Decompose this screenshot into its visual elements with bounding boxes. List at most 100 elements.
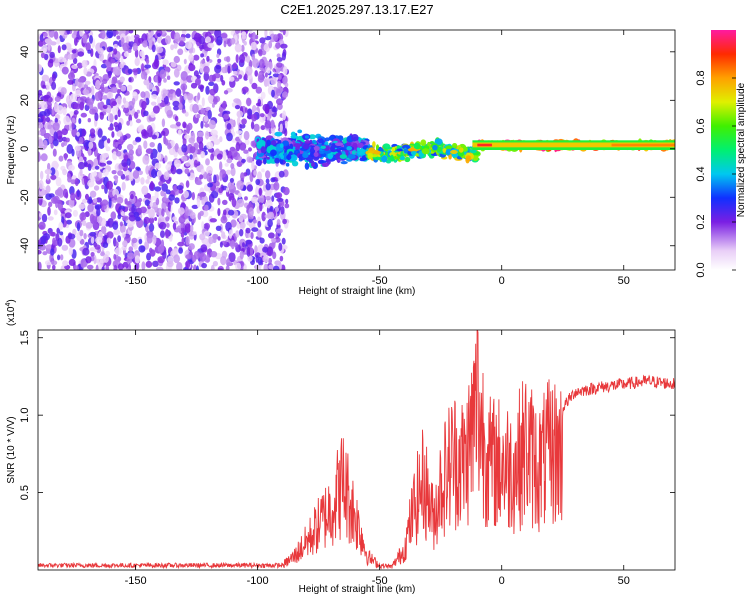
spectrogram-cell — [235, 54, 239, 64]
spectrogram-cell — [132, 169, 140, 179]
spectrogram-cell — [102, 254, 109, 263]
spectrogram-cell — [268, 264, 274, 270]
spectrogram-cell — [276, 53, 281, 58]
spectrogram-cell — [166, 75, 171, 80]
spectrogram-cell — [239, 213, 247, 220]
spectrogram-cell — [116, 196, 124, 204]
spectrogram-cell — [166, 260, 174, 268]
spectrogram-cell — [222, 199, 228, 205]
spectrogram-cell — [163, 78, 167, 83]
spectrogram-cell — [265, 196, 272, 201]
spectrogram-cell — [243, 149, 249, 154]
spectrogram-y-tick-label: -40 — [19, 238, 31, 254]
spectrogram-cell — [211, 103, 215, 108]
spectrogram-cell — [140, 177, 145, 185]
colorbar — [711, 30, 736, 270]
spectrogram-cell — [158, 180, 164, 187]
spectrogram-cell — [160, 130, 166, 136]
spectrogram-cell — [113, 253, 117, 260]
snr-series-line — [38, 330, 675, 570]
spectrogram-cell — [151, 134, 158, 140]
spectrogram-cell — [48, 30, 55, 38]
spectrogram-cell — [127, 222, 134, 228]
spectrogram-cell — [220, 255, 227, 266]
spectrogram-cell — [159, 69, 167, 79]
spectrogram-cell — [85, 42, 91, 52]
spectrogram-cell — [147, 204, 151, 210]
spectrogram-cell — [58, 221, 64, 231]
spectrogram-cell — [228, 76, 235, 82]
spectrogram-y-ticks: -40 -20 0 20 40 — [19, 46, 675, 254]
spectrogram-cell — [120, 211, 125, 217]
spectrogram-cell — [82, 247, 90, 256]
snr-y-tick-label: 1.0 — [19, 408, 31, 423]
spectrogram-cell — [148, 223, 155, 232]
spectrogram-frame — [37, 29, 676, 271]
spectrogram-cell — [68, 233, 76, 240]
spectrogram-cell — [276, 57, 283, 62]
spectrogram-cell — [173, 254, 181, 264]
spectrogram-cell — [331, 142, 336, 150]
spectrogram-cell — [132, 91, 138, 97]
spectrogram-cell — [196, 198, 201, 208]
spectrogram-x-tick-label: 50 — [618, 275, 630, 287]
spectrogram-cell — [169, 234, 173, 242]
spectrogram-cell — [181, 30, 187, 35]
spectrogram-cell — [115, 150, 122, 157]
spectrogram-cell — [53, 131, 58, 141]
spectrogram-cell — [229, 195, 235, 201]
spectrogram-cell — [101, 225, 107, 234]
spectrogram-cell — [227, 181, 235, 190]
spectrogram-cell — [101, 184, 105, 190]
spectrogram-cell — [420, 139, 427, 146]
spectrogram-cell — [246, 156, 253, 163]
spectrogram-cell — [167, 201, 171, 212]
spectrogram-cell — [45, 193, 52, 201]
spectrogram-cell — [161, 208, 165, 218]
spectrogram-cell — [390, 154, 394, 162]
spectrogram-cell — [73, 103, 81, 110]
spectrogram-cell — [173, 105, 180, 111]
spectrogram-cell — [279, 30, 285, 33]
spectrogram-cell — [372, 141, 376, 148]
spectrogram-cell — [164, 66, 171, 74]
colorbar-tick-label: 0.8 — [695, 70, 707, 85]
spectrogram-cell — [96, 208, 101, 217]
spectrogram-cell — [227, 150, 233, 160]
spectrogram-cell — [138, 238, 143, 245]
spectrogram-cell — [257, 244, 265, 255]
spectrogram-cell — [127, 49, 132, 53]
spectrogram-cell — [176, 262, 183, 270]
spectrogram-cell — [90, 48, 94, 57]
spectrogram-x-label: Height of straight line (km) — [299, 286, 416, 297]
spectrogram-cell — [241, 118, 247, 125]
spectrogram-cell — [469, 149, 477, 154]
spectrogram-cell — [258, 58, 265, 69]
spectrogram-cell — [257, 194, 265, 204]
spectrogram-cell — [232, 62, 237, 69]
spectrogram-cell — [185, 162, 191, 167]
spectrogram-cell — [79, 168, 83, 177]
spectrogram-cell — [52, 237, 56, 246]
spectrogram-cell — [255, 178, 261, 186]
spectrogram-cell — [42, 84, 46, 89]
spectrogram-cell — [278, 170, 285, 178]
spectrogram-cell — [122, 97, 127, 104]
spectrogram-cell — [120, 55, 124, 65]
spectrogram-cell — [207, 109, 212, 120]
spectrogram-cell — [90, 236, 95, 244]
spectrogram-cell — [76, 222, 81, 232]
spectrogram-cell — [204, 204, 209, 212]
spectrogram-cell — [257, 220, 262, 228]
spectrogram-cell — [213, 96, 218, 105]
spectrogram-cell — [191, 254, 197, 263]
spectrogram-cell — [141, 63, 145, 73]
spectrogram-cell — [98, 52, 104, 62]
spectrogram-cell — [284, 120, 288, 129]
spectrogram-cell — [434, 138, 443, 146]
spectrogram-cell — [266, 246, 274, 257]
spectrogram-cell — [260, 91, 266, 100]
spectrogram-cell — [122, 42, 130, 52]
spectrogram-cell — [59, 231, 64, 236]
spectrogram-cell — [177, 207, 185, 215]
